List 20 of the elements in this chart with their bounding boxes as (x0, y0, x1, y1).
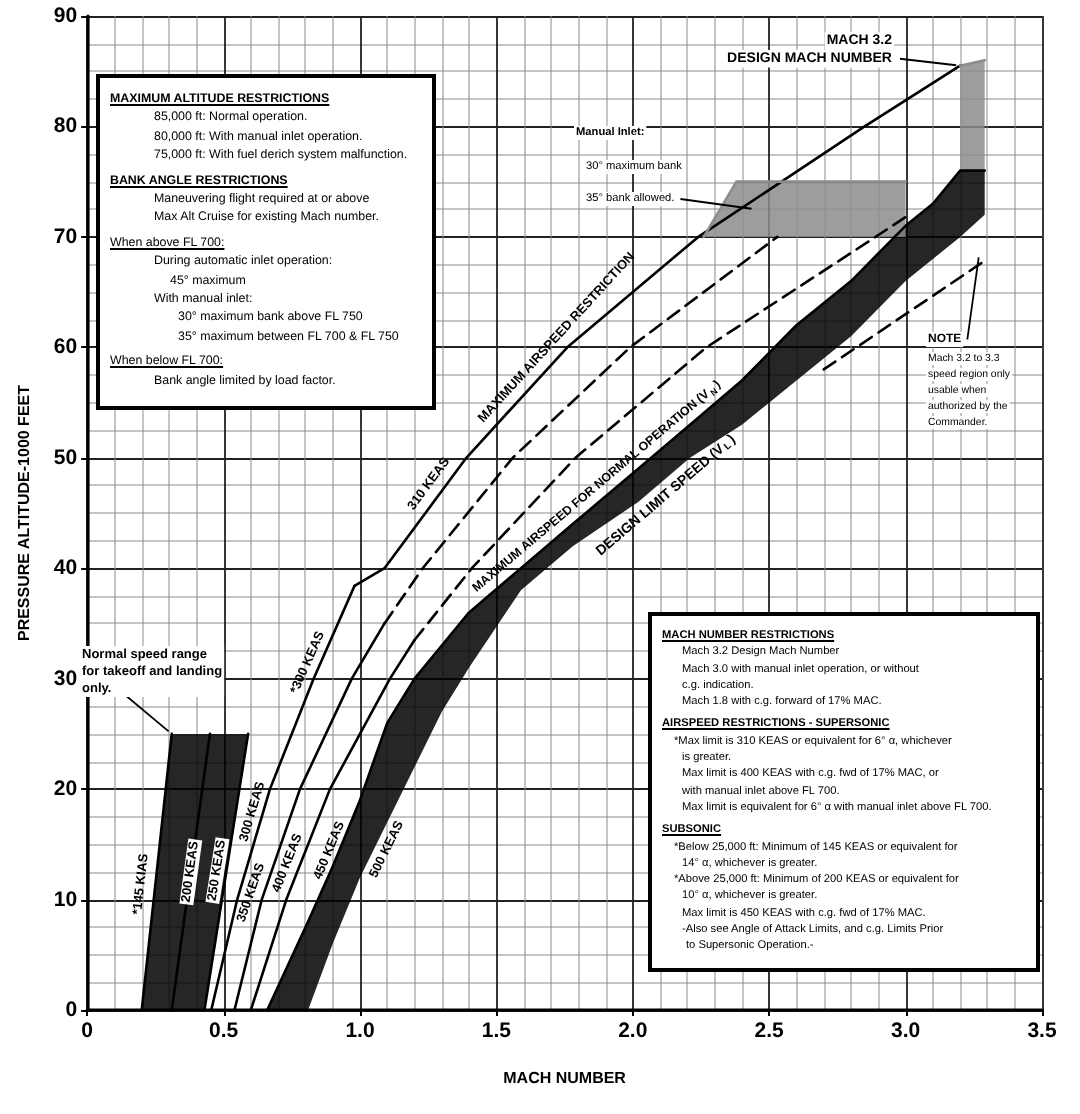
x-tick-label: 1.0 (345, 1019, 375, 1043)
x-tick-label: 0 (81, 1019, 94, 1043)
y-tick-label: 30 (53, 666, 78, 691)
x-tick-label: 3.0 (890, 1019, 921, 1043)
x-tick-label: 0.5 (208, 1019, 239, 1043)
x-tick-label: 2.0 (618, 1019, 648, 1043)
x-tick-label: 1.5 (481, 1019, 512, 1043)
y-tick-label: 70 (53, 224, 78, 249)
y-tick-label: 40 (53, 556, 78, 581)
x-axis-title: MACH NUMBER (503, 1069, 627, 1087)
y-tick-label: 10 (53, 887, 78, 912)
y-tick-label: 80 (53, 114, 78, 139)
x-tick-label: 2.5 (754, 1019, 785, 1043)
y-tick-label: 90 (53, 4, 78, 28)
x-tick-label: 3.5 (1027, 1019, 1057, 1043)
y-tick-label: 20 (53, 777, 78, 802)
y-tick-label: 0 (65, 998, 78, 1022)
y-axis-title: PRESSURE ALTITUDE-1000 FEET (15, 384, 33, 642)
y-tick-label: 60 (53, 335, 78, 360)
y-tick-label: 50 (53, 445, 78, 470)
